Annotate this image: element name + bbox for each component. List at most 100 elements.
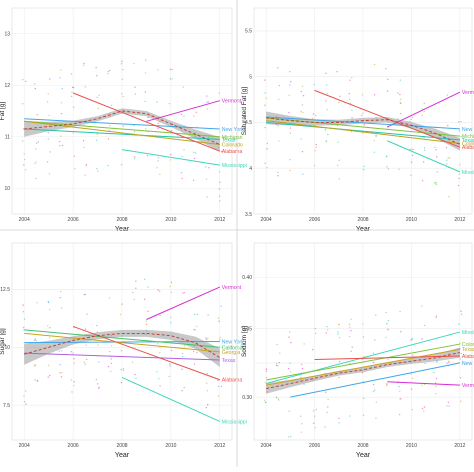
loess-confidence-band <box>266 111 460 151</box>
raw-point <box>169 321 172 324</box>
raw-point <box>49 78 51 80</box>
raw-point <box>98 386 100 389</box>
raw-point <box>338 159 340 161</box>
raw-point <box>61 88 63 90</box>
raw-point <box>289 371 292 373</box>
raw-point <box>205 166 207 168</box>
raw-point <box>411 337 414 340</box>
raw-point <box>122 369 125 372</box>
loess-mean-line <box>266 117 461 145</box>
raw-point <box>423 324 426 327</box>
x-tick-label: 2010 <box>165 217 176 223</box>
raw-point <box>399 390 401 392</box>
raw-point <box>349 415 351 417</box>
y-tick-label: 12 <box>4 83 10 89</box>
raw-point <box>459 376 462 379</box>
raw-point <box>338 101 340 104</box>
x-tick-label: 2008 <box>116 217 127 223</box>
series-label-vermont: Vermont <box>222 285 242 291</box>
raw-point <box>169 365 172 367</box>
raw-point <box>156 167 158 169</box>
raw-point <box>423 406 426 408</box>
raw-point <box>301 367 304 370</box>
raw-point <box>411 154 414 157</box>
raw-point <box>120 63 123 65</box>
raw-point <box>96 74 98 77</box>
raw-point <box>290 435 292 438</box>
raw-point <box>278 84 281 87</box>
raw-point <box>460 313 463 316</box>
raw-point <box>25 169 27 171</box>
raw-point <box>107 138 110 140</box>
raw-point <box>421 108 423 110</box>
raw-point <box>47 364 50 366</box>
raw-point <box>107 164 109 167</box>
raw-point <box>375 135 377 137</box>
raw-point <box>436 171 439 173</box>
y-tick-label: 11 <box>5 135 10 141</box>
raw-point <box>73 381 75 383</box>
raw-point <box>119 313 122 316</box>
raw-point <box>362 168 365 171</box>
raw-point <box>277 124 279 127</box>
raw-point <box>300 138 302 140</box>
raw-point <box>72 132 74 134</box>
raw-point <box>349 326 351 328</box>
raw-point <box>435 149 437 151</box>
raw-point <box>351 109 353 112</box>
raw-point <box>156 342 159 345</box>
raw-point <box>288 410 290 412</box>
y-tick-label: 0.35 <box>242 326 252 332</box>
raw-point <box>109 350 111 353</box>
raw-point <box>217 317 220 319</box>
raw-point <box>348 335 351 338</box>
raw-point <box>448 156 451 159</box>
raw-point <box>264 381 267 384</box>
raw-point <box>314 149 316 152</box>
raw-point <box>448 405 450 407</box>
raw-point <box>23 318 26 320</box>
raw-point <box>33 339 36 341</box>
loess-mean-line <box>24 110 220 145</box>
raw-point <box>421 305 423 307</box>
raw-point <box>220 305 222 308</box>
raw-point <box>217 395 220 397</box>
raw-point <box>387 319 390 322</box>
raw-point <box>121 78 124 81</box>
raw-point <box>301 85 304 88</box>
raw-point <box>159 314 161 317</box>
raw-point <box>207 101 210 103</box>
raw-point <box>121 60 123 62</box>
raw-point <box>71 391 73 393</box>
raw-point <box>398 168 400 170</box>
raw-point <box>145 323 148 326</box>
raw-point <box>135 280 137 283</box>
raw-point <box>171 68 173 71</box>
y-tick-label: 10 <box>4 186 10 192</box>
x-axis-title: Year <box>115 452 130 459</box>
raw-point <box>182 292 184 294</box>
raw-point <box>71 91 73 93</box>
series-label-colorado: Colorado <box>462 342 474 348</box>
raw-point <box>372 352 375 354</box>
y-tick-label: 7.5 <box>3 403 10 409</box>
raw-point <box>24 390 27 392</box>
raw-point <box>326 108 328 111</box>
raw-point <box>459 342 461 344</box>
panel-4: Mississippi ColoradoTexasAlabamaNew York V… <box>241 242 474 459</box>
raw-point <box>35 340 37 342</box>
raw-point <box>363 124 365 126</box>
raw-point <box>421 338 423 340</box>
raw-point <box>206 101 208 103</box>
raw-point <box>193 151 195 153</box>
raw-point <box>169 159 171 161</box>
raw-point <box>289 84 291 86</box>
trend-line-colorado <box>266 343 460 381</box>
raw-point <box>278 362 281 364</box>
raw-point <box>134 93 137 95</box>
trend-line-colorado <box>266 120 460 144</box>
series-label-texas: Texas <box>222 137 236 143</box>
raw-point <box>422 161 425 163</box>
raw-point <box>219 200 221 202</box>
